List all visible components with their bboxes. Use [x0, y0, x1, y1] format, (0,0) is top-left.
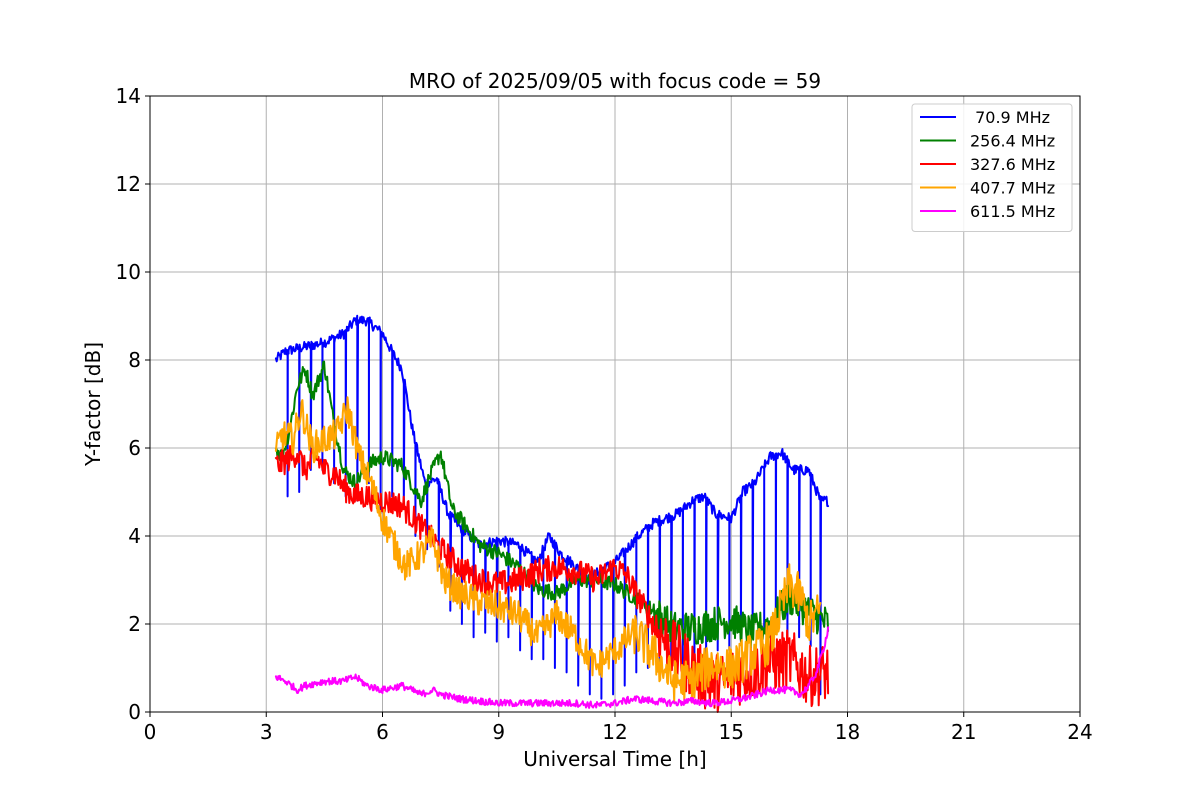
x-tick-label: 6 — [376, 720, 389, 744]
chart-title: MRO of 2025/09/05 with focus code = 59 — [409, 69, 821, 93]
plot-lines — [274, 314, 830, 713]
x-tick-label: 24 — [1067, 720, 1092, 744]
y-tick-label: 6 — [128, 436, 141, 460]
x-tick-label: 15 — [719, 720, 744, 744]
series-line — [274, 314, 830, 700]
series-line — [274, 626, 830, 709]
x-tick-label: 0 — [144, 720, 157, 744]
x-tick-label: 21 — [951, 720, 976, 744]
legend-label: 70.9 MHz — [970, 108, 1050, 127]
y-axis-label: Y-factor [dB] — [81, 342, 105, 467]
legend-box — [911, 103, 1073, 232]
legend-label: 256.4 MHz — [970, 132, 1055, 151]
y-tick-label: 2 — [128, 612, 141, 636]
y-tick-label: 14 — [116, 84, 141, 108]
y-tick-label: 8 — [128, 348, 141, 372]
x-tick-label: 3 — [260, 720, 273, 744]
legend-label: 407.7 MHz — [970, 179, 1055, 198]
y-tick-label: 12 — [116, 172, 141, 196]
y-tick-label: 4 — [128, 524, 141, 548]
legend: 70.9 MHz 256.4 MHz 327.6 MHz 407.7 MHz 611.5… — [911, 103, 1073, 232]
y-tick-label: 0 — [128, 700, 141, 724]
legend-label: 327.6 MHz — [970, 155, 1055, 174]
x-axis-label: Universal Time [h] — [523, 747, 706, 771]
x-tick-label: 18 — [835, 720, 860, 744]
x-tick-label: 12 — [602, 720, 627, 744]
y-tick-label: 10 — [116, 260, 141, 284]
legend-label: 611.5 MHz — [970, 202, 1055, 221]
series-line — [274, 396, 822, 704]
x-tick-label: 9 — [492, 720, 505, 744]
